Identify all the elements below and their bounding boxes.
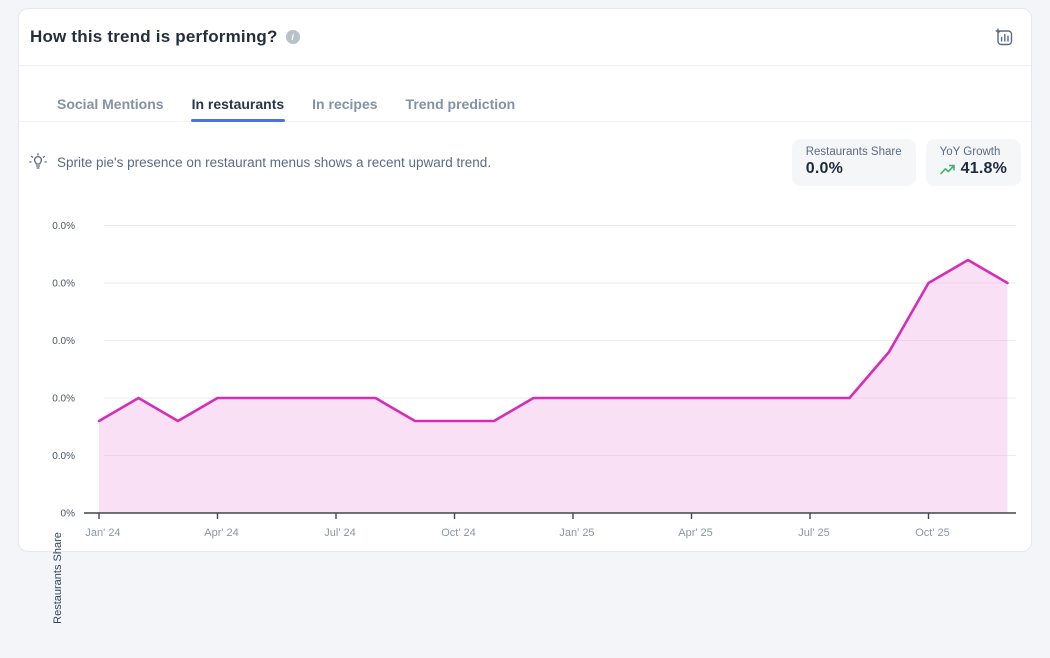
svg-text:Jan' 25: Jan' 25	[559, 527, 594, 539]
svg-text:0%: 0%	[61, 509, 76, 520]
restaurants-share-label: Restaurants Share	[805, 146, 902, 158]
svg-text:Oct' 24: Oct' 24	[441, 527, 476, 539]
insight-row: Sprite pie's presence on restaurant menu…	[19, 122, 1031, 186]
svg-text:0.0%: 0.0%	[52, 336, 75, 347]
tab-in-restaurants[interactable]: In restaurants	[190, 66, 286, 122]
svg-text:0.0%: 0.0%	[52, 394, 75, 405]
svg-text:Jul' 25: Jul' 25	[798, 527, 829, 539]
svg-text:0.0%: 0.0%	[52, 279, 75, 290]
tab-trend-prediction[interactable]: Trend prediction	[405, 66, 517, 121]
trend-up-icon	[939, 164, 955, 174]
insight: Sprite pie's presence on restaurant menu…	[27, 152, 491, 174]
svg-text:Oct' 25: Oct' 25	[915, 527, 950, 539]
lightbulb-icon	[29, 152, 47, 169]
add-chart-icon	[995, 28, 1013, 46]
svg-text:Apr' 24: Apr' 24	[204, 527, 239, 539]
restaurants-share-chip: Restaurants Share 0.0%	[791, 139, 916, 186]
svg-text:0.0%: 0.0%	[52, 221, 75, 232]
area-chart-canvas[interactable]: 0% 0.0% 0.0% 0.0% 0.0% 0.0% Jan' 24 Apr' 24 Jul'…	[31, 208, 1031, 553]
svg-text:Apr' 25: Apr' 25	[678, 527, 713, 539]
svg-text:Jul' 24: Jul' 24	[324, 527, 355, 539]
restaurants-share-value: 0.0%	[805, 160, 844, 177]
tabs-bar: Social Mentions In restaurants In recipe…	[19, 66, 1031, 122]
yoy-growth-value: 41.8%	[960, 160, 1007, 177]
svg-text:Jan' 24: Jan' 24	[85, 527, 120, 539]
add-chart-to-board-button[interactable]	[991, 24, 1017, 50]
tab-social-mentions[interactable]: Social Mentions	[56, 66, 165, 121]
page-title: How this trend is performing?	[30, 27, 278, 46]
insight-text: Sprite pie's presence on restaurant menu…	[57, 155, 492, 170]
trend-performance-card: How this trend is performing? i Social M…	[18, 8, 1032, 624]
card-header: How this trend is performing? i	[19, 9, 1031, 66]
info-icon[interactable]: i	[285, 30, 300, 44]
tab-in-recipes[interactable]: In recipes	[311, 66, 378, 121]
yoy-growth-label: YoY Growth	[939, 146, 1001, 158]
svg-text:0.0%: 0.0%	[52, 451, 75, 462]
stat-chips: Restaurants Share 0.0% YoY Growth 41.8%	[791, 139, 1021, 186]
yoy-growth-chip: YoY Growth 41.8%	[925, 139, 1021, 186]
restaurants-share-chart[interactable]: Restaurants Share 0% 0.0% 0.0% 0.0% 0.0% 0.0%…	[31, 208, 1031, 624]
